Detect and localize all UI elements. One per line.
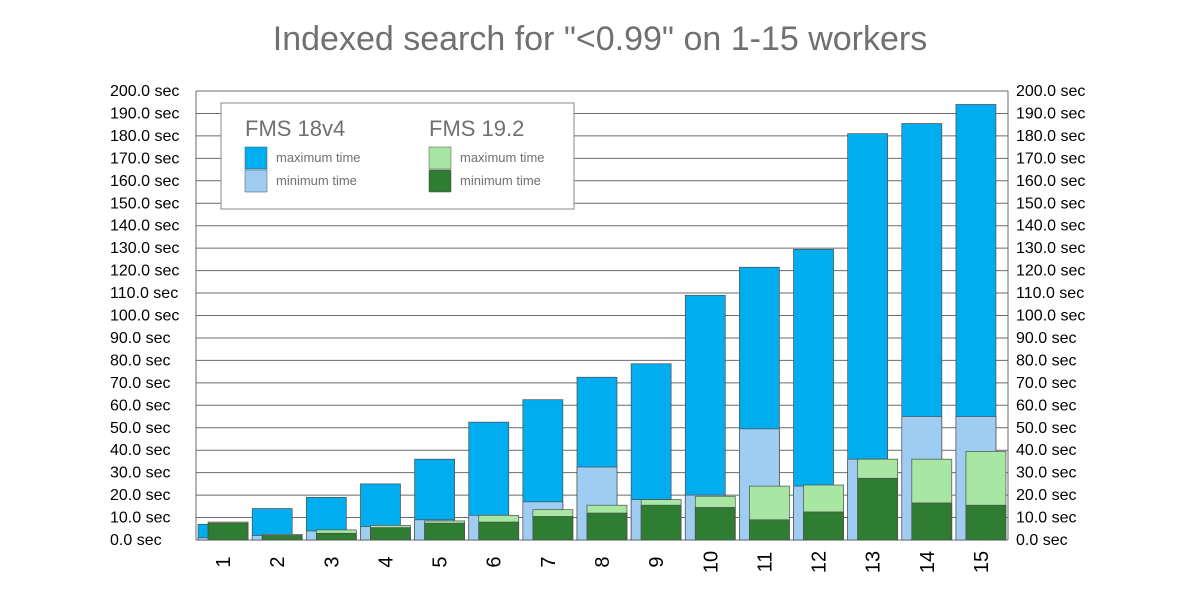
y-tick-label-right: 120.0 sec [1016,263,1085,280]
y-tick-label-left: 0.0 sec [110,532,162,549]
y-tick-label-right: 170.0 sec [1016,150,1085,167]
bar-fms19-min [424,522,465,541]
bar-fms19-min [586,512,628,541]
legend-label: minimum time [276,173,357,188]
bar-fms19-min [640,504,682,541]
legend-label: minimum time [460,173,541,188]
y-tick-label-right: 30.0 sec [1016,465,1076,482]
y-tick-label-right: 160.0 sec [1016,173,1085,190]
legend-swatch [428,169,452,193]
y-tick-label-right: 90.0 sec [1016,330,1076,347]
y-tick-label-left: 160.0 sec [110,173,179,190]
y-tick-label-right: 40.0 sec [1016,442,1076,459]
x-tick-label: 11 [754,552,776,573]
x-tick-label: 8 [592,556,614,567]
legend-group-title: FMS 19.2 [429,116,524,141]
y-tick-label-left: 40.0 sec [110,442,170,459]
y-tick-label-left: 110.0 sec [110,285,178,302]
x-tick-label: 5 [430,556,452,567]
y-tick-label-left: 70.0 sec [110,375,170,392]
y-tick-label-right: 50.0 sec [1016,420,1076,437]
y-tick-label-right: 150.0 sec [1016,195,1085,212]
y-tick-label-left: 20.0 sec [110,487,170,504]
y-tick-label-left: 130.0 sec [110,240,179,257]
bar-fms19-min [532,516,574,541]
x-tick-label: 2 [267,556,289,567]
bar-fms19-min [694,507,736,541]
bar-fms19-min [857,477,899,541]
bar-fms19-min [261,535,303,541]
y-tick-label-left: 190.0 sec [110,105,179,122]
y-tick-label-right: 60.0 sec [1016,397,1076,414]
y-tick-label-left: 80.0 sec [110,352,170,369]
bar-fms19-min [207,522,249,541]
x-tick-label: 14 [917,551,939,573]
y-tick-label-right: 70.0 sec [1016,375,1076,392]
bar-fms19-min [911,502,953,541]
x-tick-label: 3 [321,556,343,567]
y-tick-label-right: 140.0 sec [1016,218,1085,235]
bar-fms19-min [478,521,520,541]
x-tick-label: 6 [484,556,506,567]
y-tick-label-left: 30.0 sec [110,465,170,482]
y-tick-label-left: 150.0 sec [110,195,179,212]
y-tick-label-right: 190.0 sec [1016,105,1085,122]
bar-fms19-min [965,504,1007,541]
bar-fms19-min [749,519,790,541]
x-tick-label: 12 [809,551,831,573]
x-tick-label: 4 [375,556,397,567]
chart-title: Indexed search for "<0.99" on 1-15 worke… [272,20,928,58]
y-tick-label-left: 90.0 sec [110,330,170,347]
y-tick-label-right: 80.0 sec [1016,352,1076,369]
y-tick-label-right: 180.0 sec [1016,128,1085,145]
x-tick-label: 10 [700,551,722,573]
legend-label: maximum time [276,150,361,165]
y-tick-label-left: 170.0 sec [110,150,179,167]
y-tick-label-left: 10.0 sec [110,510,170,527]
legend-box [220,102,575,210]
y-tick-label-left: 120.0 sec [110,263,179,280]
x-tick-label: 15 [971,551,993,573]
y-tick-label-left: 200.0 sec [110,83,179,100]
bar-fms19-min [803,511,844,541]
bar-fms19-min [315,532,357,541]
y-tick-label-left: 180.0 sec [110,128,179,145]
legend-swatch [244,146,268,170]
x-tick-label: 9 [646,556,668,567]
y-tick-label-left: 140.0 sec [110,218,179,235]
y-tick-label-right: 200.0 sec [1016,83,1085,100]
y-tick-label-left: 50.0 sec [110,420,170,437]
y-tick-label-left: 100.0 sec [110,308,179,325]
x-tick-label: 7 [538,556,560,567]
x-tick-label: 1 [213,556,235,567]
legend-swatch [428,146,452,170]
legend-swatch [244,169,268,193]
legend: FMS 18v4 maximum time minimum time FMS 19.2… [220,102,575,210]
y-tick-label-right: 100.0 sec [1016,308,1085,325]
y-tick-label-right: 130.0 sec [1016,240,1085,257]
bar-fms19-min [370,527,411,541]
y-tick-label-right: 20.0 sec [1016,487,1076,504]
y-tick-label-right: 110.0 sec [1016,285,1084,302]
y-tick-label-left: 60.0 sec [110,397,170,414]
y-tick-label-right: 0.0 sec [1016,532,1068,549]
y-tick-label-right: 10.0 sec [1016,510,1076,527]
x-tick-label: 13 [863,551,885,573]
legend-group-title: FMS 18v4 [245,116,345,141]
legend-label: maximum time [460,150,545,165]
